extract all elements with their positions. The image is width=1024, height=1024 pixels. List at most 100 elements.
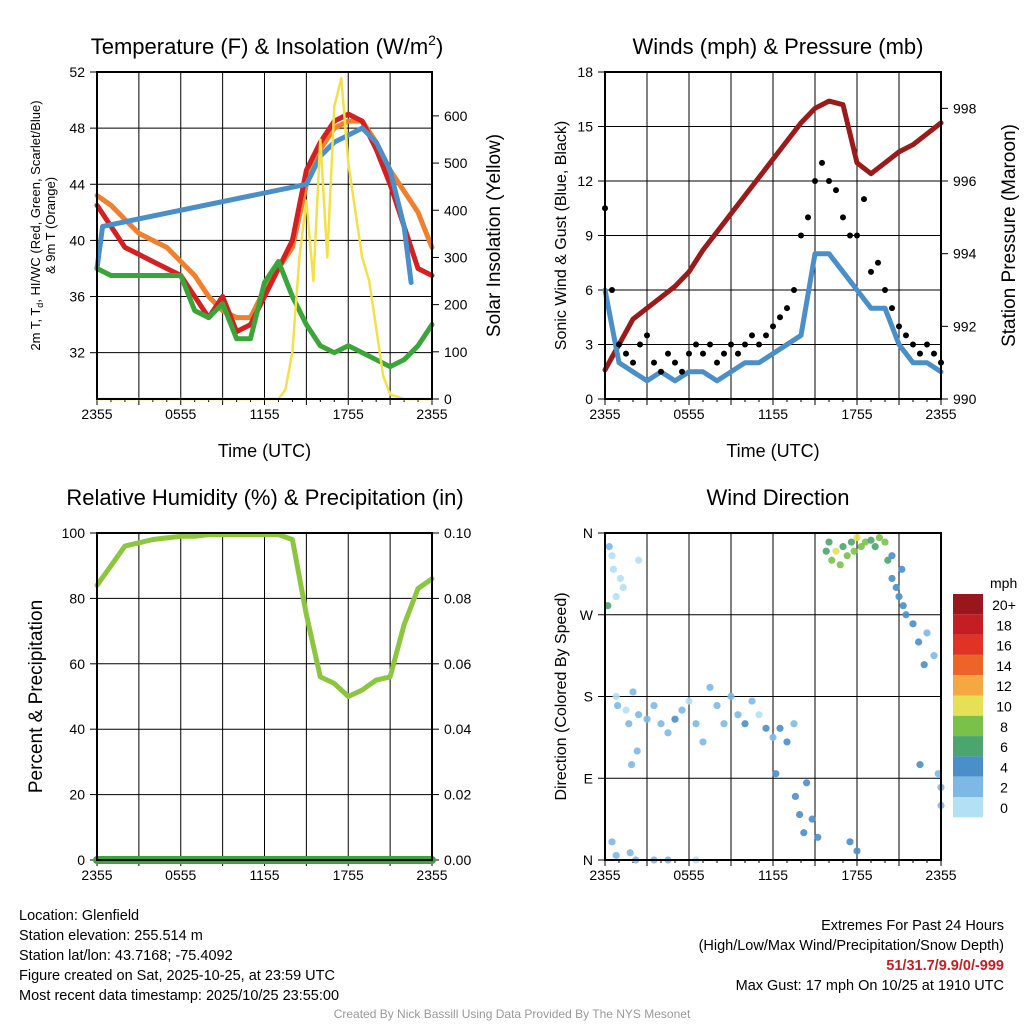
x-tick-label: 2355: [416, 406, 447, 422]
wind-direction-point: [685, 697, 693, 705]
gust-point: [756, 341, 762, 348]
gust-point: [686, 350, 692, 357]
gust-point: [805, 214, 811, 221]
wind-direction-point: [734, 711, 742, 719]
y-tick-label: W: [580, 607, 594, 623]
gust-point: [917, 350, 923, 357]
wind-direction-point: [741, 720, 749, 728]
wind-direction-point: [671, 715, 679, 723]
x-tick-label: 2355: [925, 867, 956, 883]
wind-direction-point: [629, 688, 637, 696]
wind-direction-point: [612, 692, 620, 701]
gust-point: [889, 305, 895, 312]
wind-direction-point: [633, 747, 641, 755]
gust-point: [616, 341, 622, 348]
y-tick-label: 52: [69, 64, 85, 80]
wind-direction-point: [748, 697, 756, 705]
y-right-tick-label: 998: [953, 100, 977, 116]
gust-point: [812, 178, 818, 184]
legend-swatch: [953, 715, 983, 737]
wind-direction-point: [847, 538, 856, 546]
gust-point: [679, 368, 685, 375]
legend-swatch: [953, 776, 983, 797]
wind-direction-point: [727, 692, 735, 701]
wind-direction-point: [850, 547, 858, 555]
wind-direction-point: [608, 552, 616, 560]
gust-point: [826, 178, 832, 184]
y-axis-label: Sonic Wind & Gust (Blue, Black): [553, 121, 570, 350]
wind-direction-point: [628, 761, 636, 769]
series-dew-point: [94, 259, 435, 370]
location-text: Location: Glenfield: [19, 908, 140, 924]
gust-point: [777, 314, 783, 321]
wind-direction-point: [839, 543, 847, 551]
gust-point: [833, 187, 839, 194]
y-axis-label: Percent & Precipitation: [26, 600, 47, 793]
y-right-tick-label: 0.04: [444, 721, 471, 737]
extremes-info: Extremes For Past 24 Hours (High/Low/Max…: [699, 916, 1004, 996]
gust-point: [735, 350, 741, 357]
legend-swatch: [953, 654, 983, 676]
wind-direction-point: [861, 538, 870, 546]
wind-direction-point: [916, 761, 924, 769]
y-right-tick-label: 300: [444, 249, 468, 265]
gust-point: [798, 232, 804, 239]
panel-3: Relative Humidity (%) & Precipitation (i…: [26, 485, 471, 883]
legend-swatch: [953, 695, 983, 716]
wind-direction-point: [605, 543, 613, 551]
wind-direction-point: [857, 543, 865, 551]
x-tick-label: 1155: [758, 406, 788, 422]
station-info: Location: Glenfield Station elevation: 2…: [19, 906, 339, 1006]
y-tick-label: 80: [69, 590, 85, 606]
y-tick-label: 36: [69, 289, 85, 305]
y-tick-label: 3: [585, 337, 593, 353]
wind-direction-point: [814, 833, 822, 841]
wind-direction-point: [909, 620, 917, 628]
wind-direction-point: [867, 536, 875, 544]
x-tick-label: 2355: [589, 406, 620, 422]
gust-point: [637, 341, 643, 348]
chart-title: Winds (mph) & Pressure (mb): [633, 34, 924, 59]
elevation-text: Station elevation: 255.514 m: [19, 928, 203, 944]
wind-direction-point: [755, 711, 763, 719]
wind-direction-point: [720, 720, 728, 728]
x-tick-label: 1155: [249, 867, 279, 883]
y-tick-label: 100: [62, 525, 86, 541]
wind-direction-point: [832, 547, 840, 555]
recent-data-text: Most recent data timestamp: 2025/10/25 2…: [19, 988, 340, 1004]
y-right-tick-label: 0.08: [444, 590, 471, 606]
x-tick-label: 1155: [249, 406, 279, 422]
gust-point: [819, 159, 825, 166]
y-tick-label: 60: [69, 656, 85, 672]
wind-direction-point: [619, 583, 627, 592]
wind-direction-point: [616, 574, 625, 583]
x-tick-label: 0555: [165, 867, 196, 883]
wind-direction-point: [657, 720, 665, 728]
max-gust-text: Max Gust: 17 mph On 10/25 at 1910 UTC: [735, 978, 1004, 994]
wind-direction-point: [635, 556, 643, 564]
legend-label: 20+: [992, 597, 1016, 613]
created-text: Figure created on Sat, 2025-10-25, at 23…: [19, 968, 335, 984]
x-tick-label: 1755: [841, 406, 872, 422]
gust-point: [784, 305, 790, 312]
y-right-tick-label: 990: [953, 391, 977, 407]
series-wind-chill: [94, 125, 414, 285]
y-tick-label: 0: [77, 852, 85, 868]
gust-point: [728, 341, 734, 348]
y-right-tick-label: 0.10: [444, 525, 471, 541]
gust-point: [721, 350, 727, 357]
wind-direction-point: [678, 706, 686, 714]
gust-point: [630, 359, 636, 366]
y-right-tick-label: 400: [444, 202, 468, 218]
wind-direction-point: [762, 724, 770, 732]
y-tick-label: N: [583, 525, 593, 541]
y-tick-label: 18: [577, 64, 593, 80]
chart-title: Wind Direction: [706, 485, 849, 510]
gust-point: [658, 368, 664, 375]
wind-direction-point: [772, 770, 780, 778]
y-right-tick-label: 0: [444, 391, 452, 407]
y-right-axis-label: Solar Insolation (Yellow): [484, 134, 505, 337]
gust-point: [791, 287, 797, 293]
wind-direction-point: [622, 706, 630, 714]
